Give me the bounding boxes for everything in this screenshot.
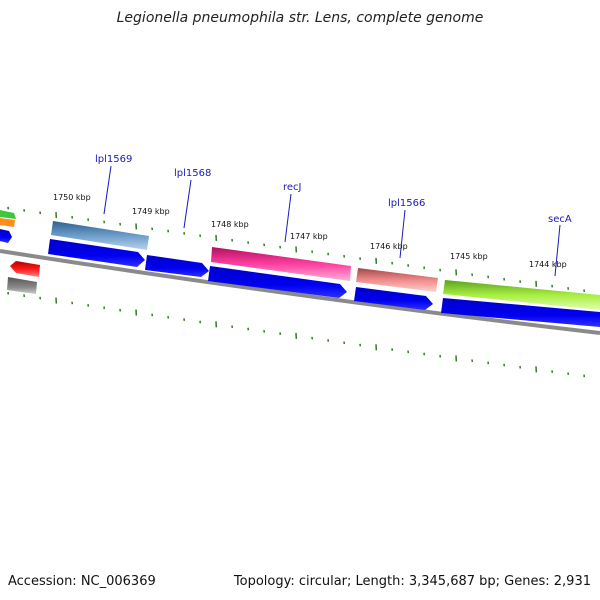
label-leader-lpl1568 bbox=[183, 179, 192, 229]
accession-label: Accession: NC_006369 bbox=[8, 574, 156, 589]
tick-label: 1747 kbp bbox=[290, 232, 328, 241]
outer-feature-track bbox=[51, 221, 600, 310]
feature-blue-partial bbox=[0, 229, 12, 243]
tick-marks-upper bbox=[7, 206, 586, 293]
genome-backbone bbox=[0, 249, 600, 335]
feature-secA bbox=[443, 280, 600, 310]
gene-label-recJ: recJ bbox=[283, 182, 302, 193]
feature-lpl1569 bbox=[51, 221, 149, 250]
gene-label-texts: lpl1569 lpl1568 recJ lpl1566 secA bbox=[95, 154, 572, 225]
gene-label-lpl1568: lpl1568 bbox=[174, 168, 211, 179]
cds-arrow bbox=[441, 298, 600, 327]
feature-green-partial bbox=[0, 210, 16, 219]
left-edge-features bbox=[0, 210, 40, 294]
feature-red-partial bbox=[10, 261, 40, 277]
cds-arrow bbox=[354, 287, 433, 310]
label-leader-lpl1569 bbox=[103, 165, 112, 215]
page-title: Legionella pneumophila str. Lens, comple… bbox=[116, 10, 484, 26]
gene-label-lpl1569: lpl1569 bbox=[95, 154, 132, 165]
cds-arrow bbox=[145, 255, 209, 277]
tick-label: 1748 kbp bbox=[211, 220, 249, 229]
genome-summary: Topology: circular; Length: 3,345,687 bp… bbox=[233, 574, 591, 589]
cds-track bbox=[48, 239, 600, 327]
feature-orange-partial bbox=[0, 218, 15, 227]
cds-arrow bbox=[48, 239, 145, 267]
feature-grey-partial bbox=[7, 277, 37, 294]
gene-label-lpl1566: lpl1566 bbox=[388, 198, 425, 209]
label-leader-recJ bbox=[284, 193, 292, 243]
tick-marks-lower bbox=[7, 291, 586, 378]
gene-label-secA: secA bbox=[548, 214, 572, 225]
tick-labels: 1750 kbp 1749 kbp 1748 kbp 1747 kbp 1746… bbox=[53, 193, 567, 269]
gene-labels bbox=[103, 165, 561, 277]
label-leader-lpl1566 bbox=[399, 209, 406, 259]
feature-recJ bbox=[211, 247, 351, 281]
tick-label: 1749 kbp bbox=[132, 207, 170, 216]
label-leader-secA bbox=[554, 224, 561, 277]
tick-label: 1744 kbp bbox=[529, 260, 567, 269]
cds-arrow bbox=[208, 266, 347, 298]
tick-label: 1746 kbp bbox=[370, 242, 408, 251]
tick-label: 1750 kbp bbox=[53, 193, 91, 202]
tick-label: 1745 kbp bbox=[450, 252, 488, 261]
feature-lpl1566 bbox=[356, 268, 438, 292]
